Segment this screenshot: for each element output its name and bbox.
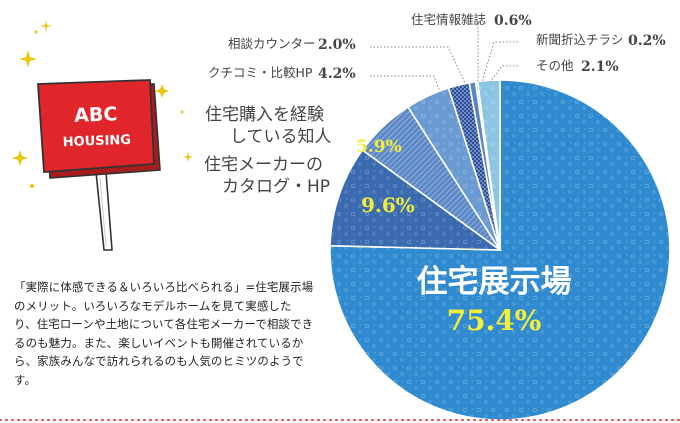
label-kuchikomi: クチコミ・比較HP 4.2% — [208, 65, 356, 82]
slice-other-texture — [477, 80, 500, 250]
svg-text:クチコミ・比較HP: クチコミ・比較HP — [208, 65, 313, 80]
svg-text:住宅情報雑誌: 住宅情報雑誌 — [411, 12, 487, 27]
svg-text:住宅購入を経験: 住宅購入を経験 — [205, 105, 324, 125]
svg-text:0.2%: 0.2% — [628, 33, 666, 49]
svg-text:0.6%: 0.6% — [494, 13, 532, 29]
leader-other — [489, 65, 518, 83]
svg-text:その他: その他 — [536, 58, 574, 73]
sign-text-housing: HOUSING — [63, 133, 132, 150]
sparkle-icons — [12, 20, 193, 188]
value-knowledge: 5.9% — [356, 137, 402, 157]
leader-kuchikomi — [370, 75, 441, 93]
sign-text-abc: ABC — [74, 103, 118, 126]
label-catalog: 住宅メーカーの カタログ・HP — [204, 155, 330, 197]
svg-text:4.2%: 4.2% — [318, 66, 356, 82]
slice-showroom-texture — [329, 80, 670, 420]
leader-consult — [370, 46, 467, 86]
label-knowledge: 住宅購入を経験 している知人 — [205, 105, 332, 147]
value-main: 75.4% — [447, 304, 542, 337]
label-newspaper: 新聞折込チラシ 0.2% — [536, 32, 666, 49]
leader-newspaper — [481, 41, 518, 83]
description-text: 「実際に体感できる＆いろいろ比べられる」=住宅展示場のメリット。いろいろなモデル… — [14, 280, 314, 387]
svg-text:2.1%: 2.1% — [581, 59, 619, 75]
slice-catalog-texture — [330, 150, 500, 250]
svg-text:相談カウンター: 相談カウンター — [228, 36, 316, 51]
main-slice-label: 住宅展示場 — [417, 264, 572, 300]
svg-text:カタログ・HP: カタログ・HP — [222, 177, 330, 197]
slice-kuchikomi-texture — [408, 87, 500, 251]
leader-lines — [370, 24, 518, 93]
svg-text:新聞折込チラシ: 新聞折込チラシ — [536, 32, 623, 47]
value-catalog: 9.6% — [361, 193, 415, 217]
label-magazine: 住宅情報雑誌 0.6% — [411, 12, 532, 29]
label-other: その他 2.1% — [536, 58, 619, 75]
pie-texture — [329, 80, 670, 420]
sign-illustration: ABC HOUSING — [12, 20, 193, 251]
label-consult: 相談カウンター 2.0% — [228, 36, 356, 53]
svg-text:住宅メーカーの: 住宅メーカーの — [204, 155, 323, 175]
svg-text:している知人: している知人 — [230, 127, 332, 147]
svg-text:2.0%: 2.0% — [318, 37, 356, 53]
